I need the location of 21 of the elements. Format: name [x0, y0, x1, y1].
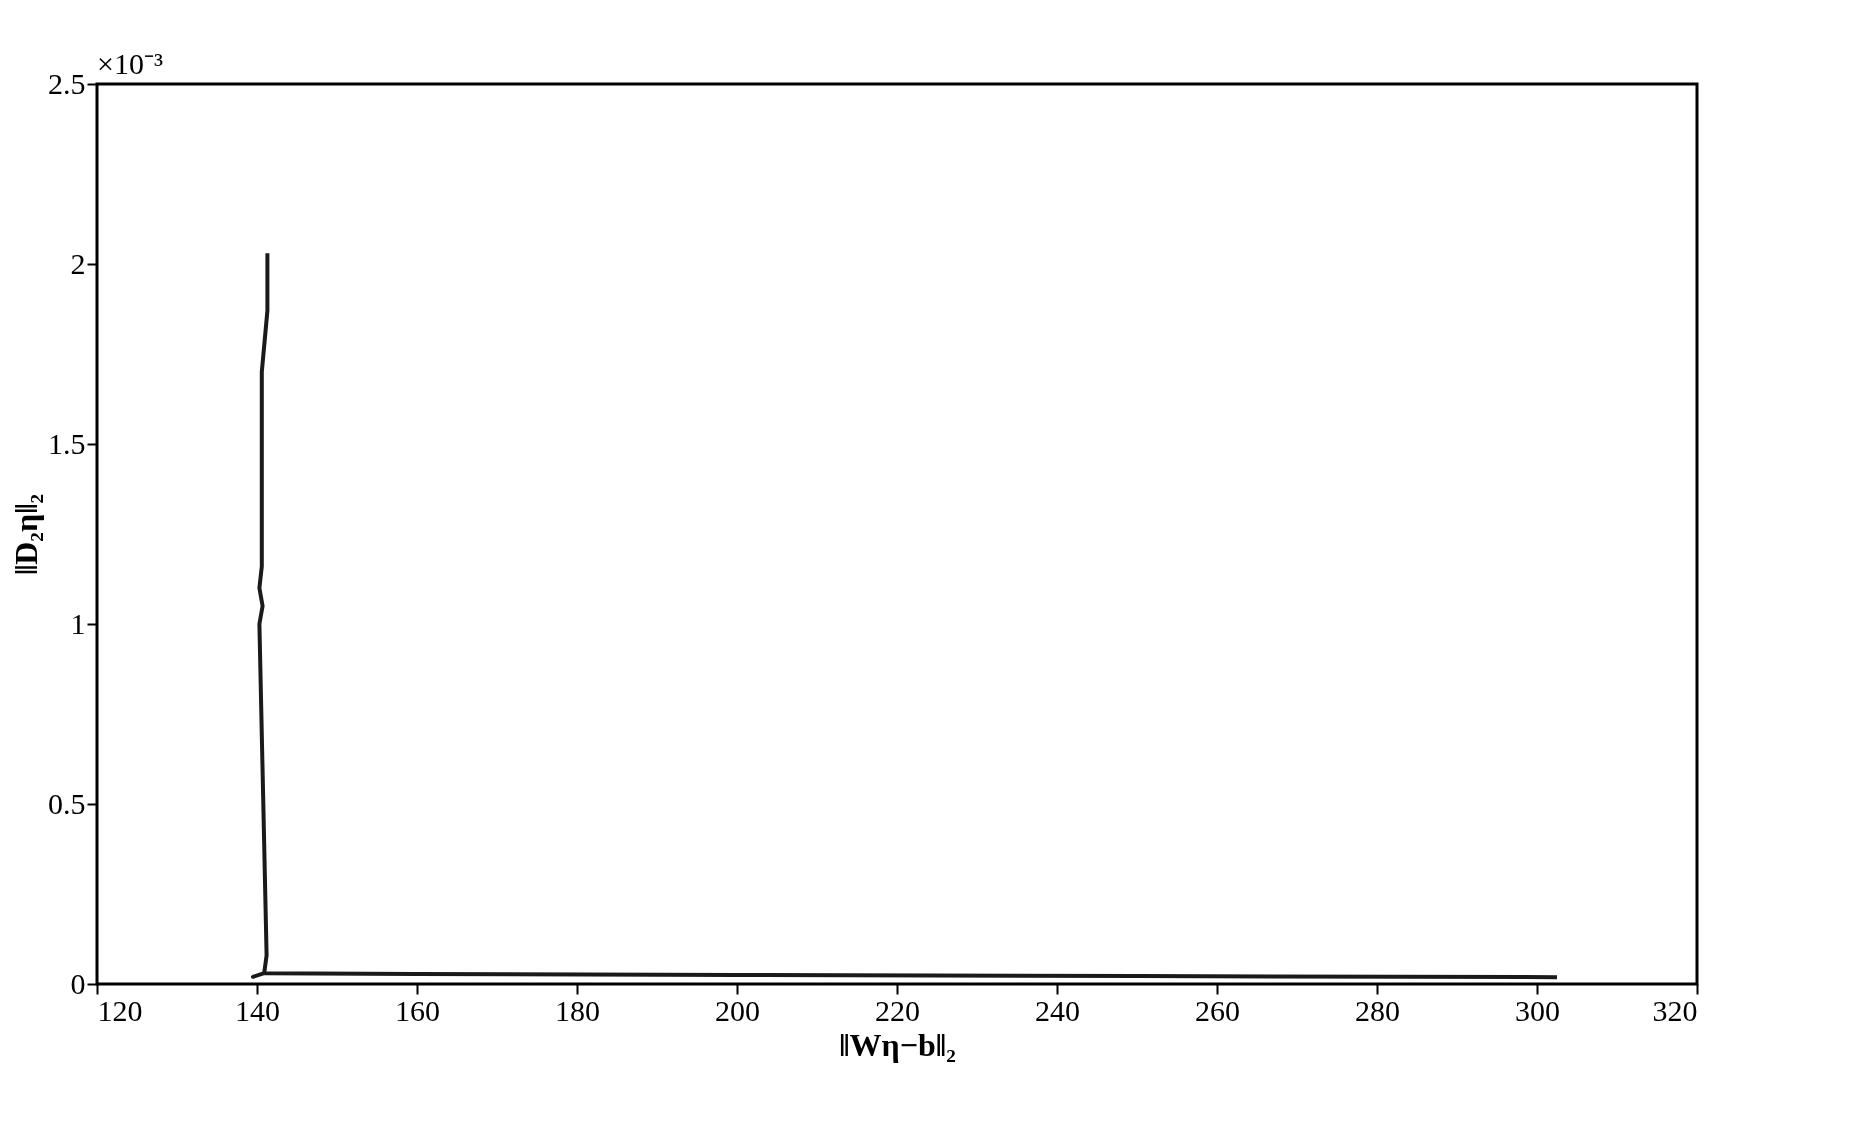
y-tick-label: 1: [70, 606, 86, 640]
x-tick-label: 180: [555, 993, 600, 1027]
y-tick-label: 0: [70, 966, 86, 1000]
x-tick-label: 320: [1652, 993, 1698, 1027]
x-tick-label: 140: [235, 993, 280, 1027]
x-tick-label: 240: [1035, 993, 1080, 1027]
y-tick-label: 0.5: [48, 786, 86, 820]
x-tick-label: 260: [1195, 993, 1240, 1027]
y-tick-label: 1.5: [48, 426, 86, 460]
x-tick-label: 160: [395, 993, 440, 1027]
x-tick-label: 300: [1515, 993, 1560, 1027]
x-tick-label: 220: [875, 993, 920, 1027]
x-tick-label: 200: [715, 993, 760, 1027]
y-tick-label: 2: [70, 246, 86, 280]
y-tick-label: 2.5: [48, 66, 86, 100]
line-series: [251, 251, 1559, 980]
text: ×10⁻³: [97, 47, 163, 80]
x-tick-label: 120: [97, 993, 143, 1027]
x-axis-title: ‖Wη−b‖₂: [839, 1026, 956, 1063]
x-tick-label: 280: [1355, 993, 1400, 1027]
y-axis-title: ‖D₂η‖₂: [8, 493, 44, 576]
